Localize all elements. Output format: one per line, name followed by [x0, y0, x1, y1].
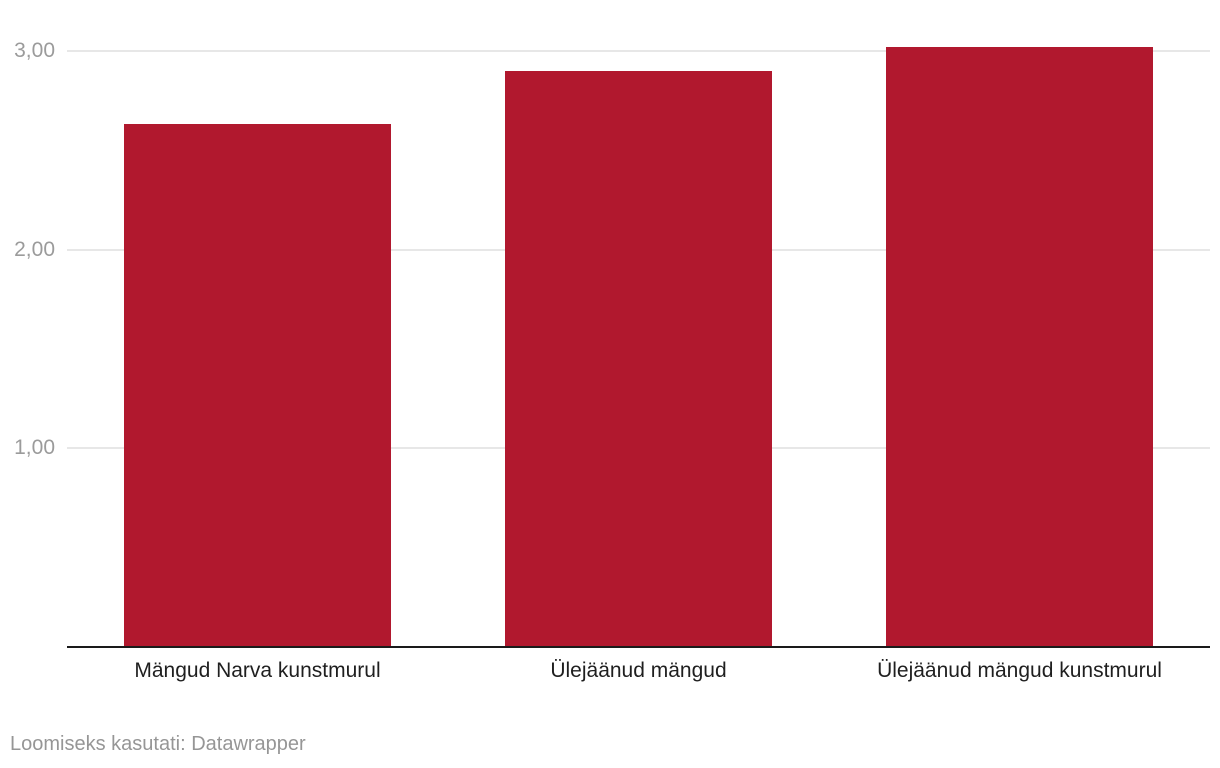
bar — [505, 70, 772, 646]
x-axis-line — [67, 646, 1210, 648]
y-tick-label: 1,00 — [14, 436, 55, 460]
y-tick-label: 2,00 — [14, 237, 55, 261]
gridline — [67, 49, 1210, 52]
bar — [886, 46, 1153, 646]
datawrapper-link[interactable]: Datawrapper — [191, 733, 306, 755]
bar — [124, 124, 391, 646]
attribution: Loomiseks kasutati: Datawrapper — [10, 731, 306, 757]
x-category-label: Ülejäänud mängud — [550, 659, 727, 682]
attribution-text: Loomiseks kasutati: — [10, 733, 186, 755]
x-category-label: Mängud Narva kunstmurul — [134, 659, 381, 682]
x-category-label: Ülejäänud mängud kunstmurul — [877, 659, 1162, 682]
y-tick-label: 3,00 — [14, 38, 55, 62]
